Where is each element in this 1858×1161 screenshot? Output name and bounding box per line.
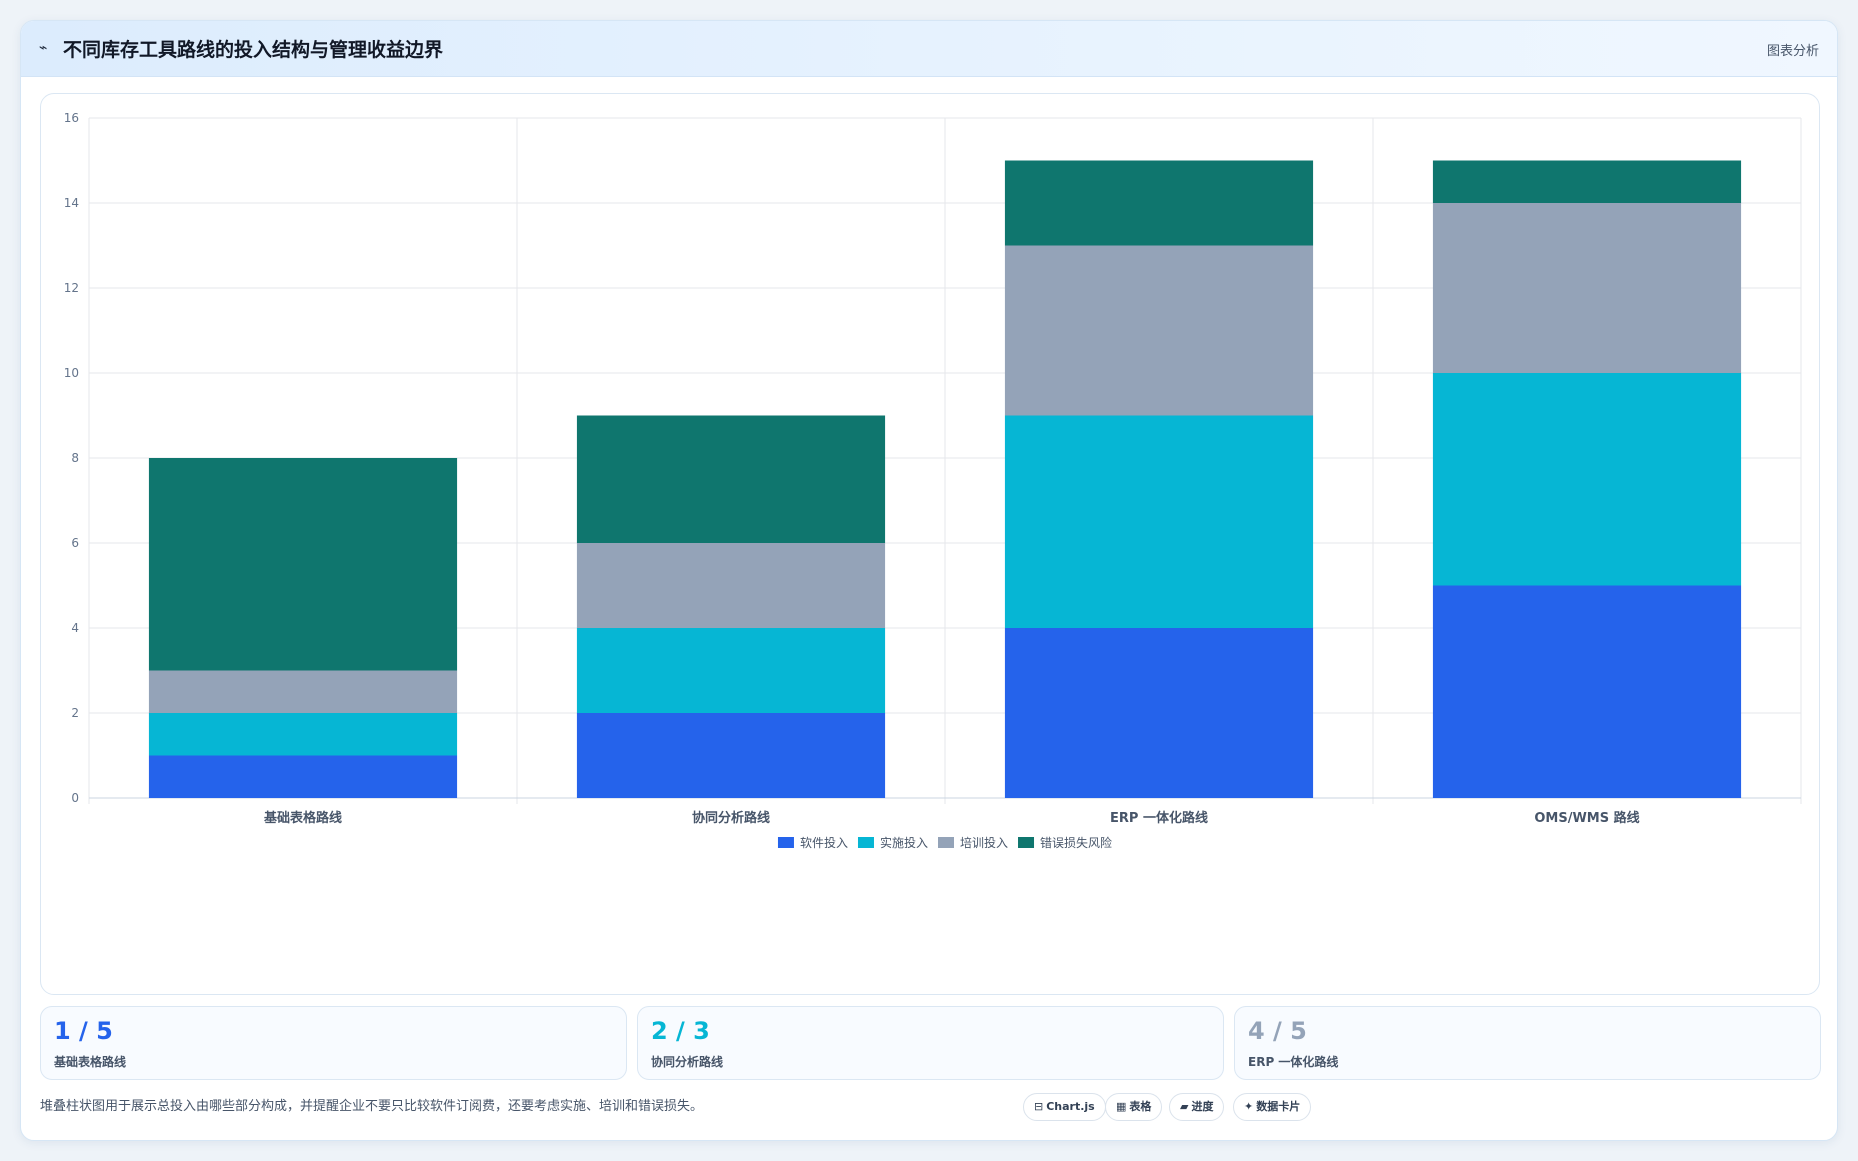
- legend-swatch: [1018, 837, 1035, 848]
- x-tick-label: ERP 一体化路线: [1110, 810, 1208, 826]
- bar-segment: [1004, 628, 1314, 798]
- chart-line-icon: ⌁: [39, 40, 48, 56]
- bar-segment: [148, 755, 458, 798]
- chart-panel: ⌁ 不同库存工具路线的投入结构与管理收益边界 图表分析 0 2 4 6 8 10 12 14 1…: [20, 20, 1838, 1141]
- bar-segment: [1004, 160, 1314, 246]
- y-tick-label: 8: [71, 451, 79, 465]
- bar-segment: [1432, 373, 1742, 586]
- progress-icon: ▰: [1180, 1100, 1189, 1113]
- chip-label: Chart.js: [1046, 1100, 1095, 1113]
- stacked-bar-chart: 0 2 4 6 8 10 12 14 16 基础表格路线 协同分析路线 ERP 一体化路线 OMS/WM…: [64, 111, 1802, 850]
- chip-chartjs[interactable]: ⊟ Chart.js: [1023, 1093, 1106, 1121]
- bar-segment: [148, 713, 458, 756]
- bar-segment: [1004, 415, 1314, 628]
- legend-swatch: [938, 837, 954, 848]
- x-tick-label: 协同分析路线: [692, 810, 770, 826]
- stat-value: 1 / 5: [54, 1017, 113, 1045]
- legend-label: 实施投入: [880, 835, 928, 850]
- stat-label: ERP 一体化路线: [1248, 1055, 1339, 1069]
- bar-segment: [148, 670, 458, 713]
- chart-analysis-tag: 图表分析: [1766, 44, 1819, 59]
- chart-card: 0 2 4 6 8 10 12 14 16 基础表格路线 协同分析路线 ERP 一体化路线 OMS/WM…: [40, 93, 1820, 995]
- stat-label: 协同分析路线: [651, 1055, 724, 1069]
- table-icon: ▦: [1116, 1100, 1127, 1113]
- bar-segment: [576, 628, 886, 713]
- bar-segment: [576, 713, 886, 798]
- legend-label: 错误损失风险: [1040, 835, 1112, 850]
- stats-row: 1 / 5 基础表格路线 2 / 3 协同分析路线 4 / 5 ERP 一体化路…: [40, 1006, 1821, 1080]
- bar-segment: [1432, 160, 1742, 203]
- legend-label: 培训投入: [960, 835, 1008, 850]
- panel-header: ⌁ 不同库存工具路线的投入结构与管理收益边界 图表分析: [21, 21, 1837, 77]
- x-tick-label: 基础表格路线: [263, 810, 342, 826]
- bar-segment: [1004, 245, 1314, 416]
- x-tick-label: OMS/WMS 路线: [1534, 810, 1639, 826]
- bar-segment: [576, 415, 886, 543]
- chart-icon: ⊟: [1034, 1100, 1044, 1113]
- legend-swatch: [857, 837, 874, 848]
- chip-progress[interactable]: ▰ 进度: [1169, 1093, 1225, 1121]
- page-title: 不同库存工具路线的投入结构与管理收益边界: [63, 39, 444, 61]
- bar-segment: [576, 543, 886, 628]
- y-tick-label: 6: [71, 536, 79, 550]
- stat-card: 1 / 5 基础表格路线: [40, 1006, 627, 1080]
- y-tick-label: 2: [71, 706, 79, 720]
- legend-swatch: [777, 837, 794, 848]
- y-tick-label: 0: [71, 791, 79, 805]
- bar-segment: [1432, 203, 1742, 373]
- y-tick-label: 4: [71, 621, 79, 635]
- stat-card: 4 / 5 ERP 一体化路线: [1234, 1006, 1821, 1080]
- stat-value: 4 / 5: [1248, 1017, 1307, 1045]
- stat-card: 2 / 3 协同分析路线: [637, 1006, 1224, 1080]
- chip-label: 进度: [1191, 1100, 1214, 1113]
- sparkle-icon: ✦: [1244, 1100, 1254, 1113]
- footer-note: 堆叠柱状图用于展示总投入由哪些部分构成，并提醒企业不要只比较软件订阅费，还要考虑…: [40, 1099, 704, 1114]
- y-tick-label: 16: [64, 111, 79, 125]
- stat-value: 2 / 3: [651, 1017, 710, 1045]
- bar-segment: [1432, 585, 1742, 798]
- y-tick-label: 12: [64, 281, 79, 295]
- legend-label: 软件投入: [800, 835, 848, 850]
- y-tick-label: 14: [64, 196, 79, 210]
- bar-segment: [148, 458, 458, 671]
- chip-label: 数据卡片: [1256, 1100, 1301, 1113]
- chip-label: 表格: [1129, 1100, 1152, 1113]
- y-tick-label: 10: [64, 366, 79, 380]
- stat-label: 基础表格路线: [54, 1055, 127, 1069]
- chip-data-card[interactable]: ✦ 数据卡片: [1233, 1093, 1312, 1121]
- chip-table[interactable]: ▦ 表格: [1105, 1093, 1163, 1121]
